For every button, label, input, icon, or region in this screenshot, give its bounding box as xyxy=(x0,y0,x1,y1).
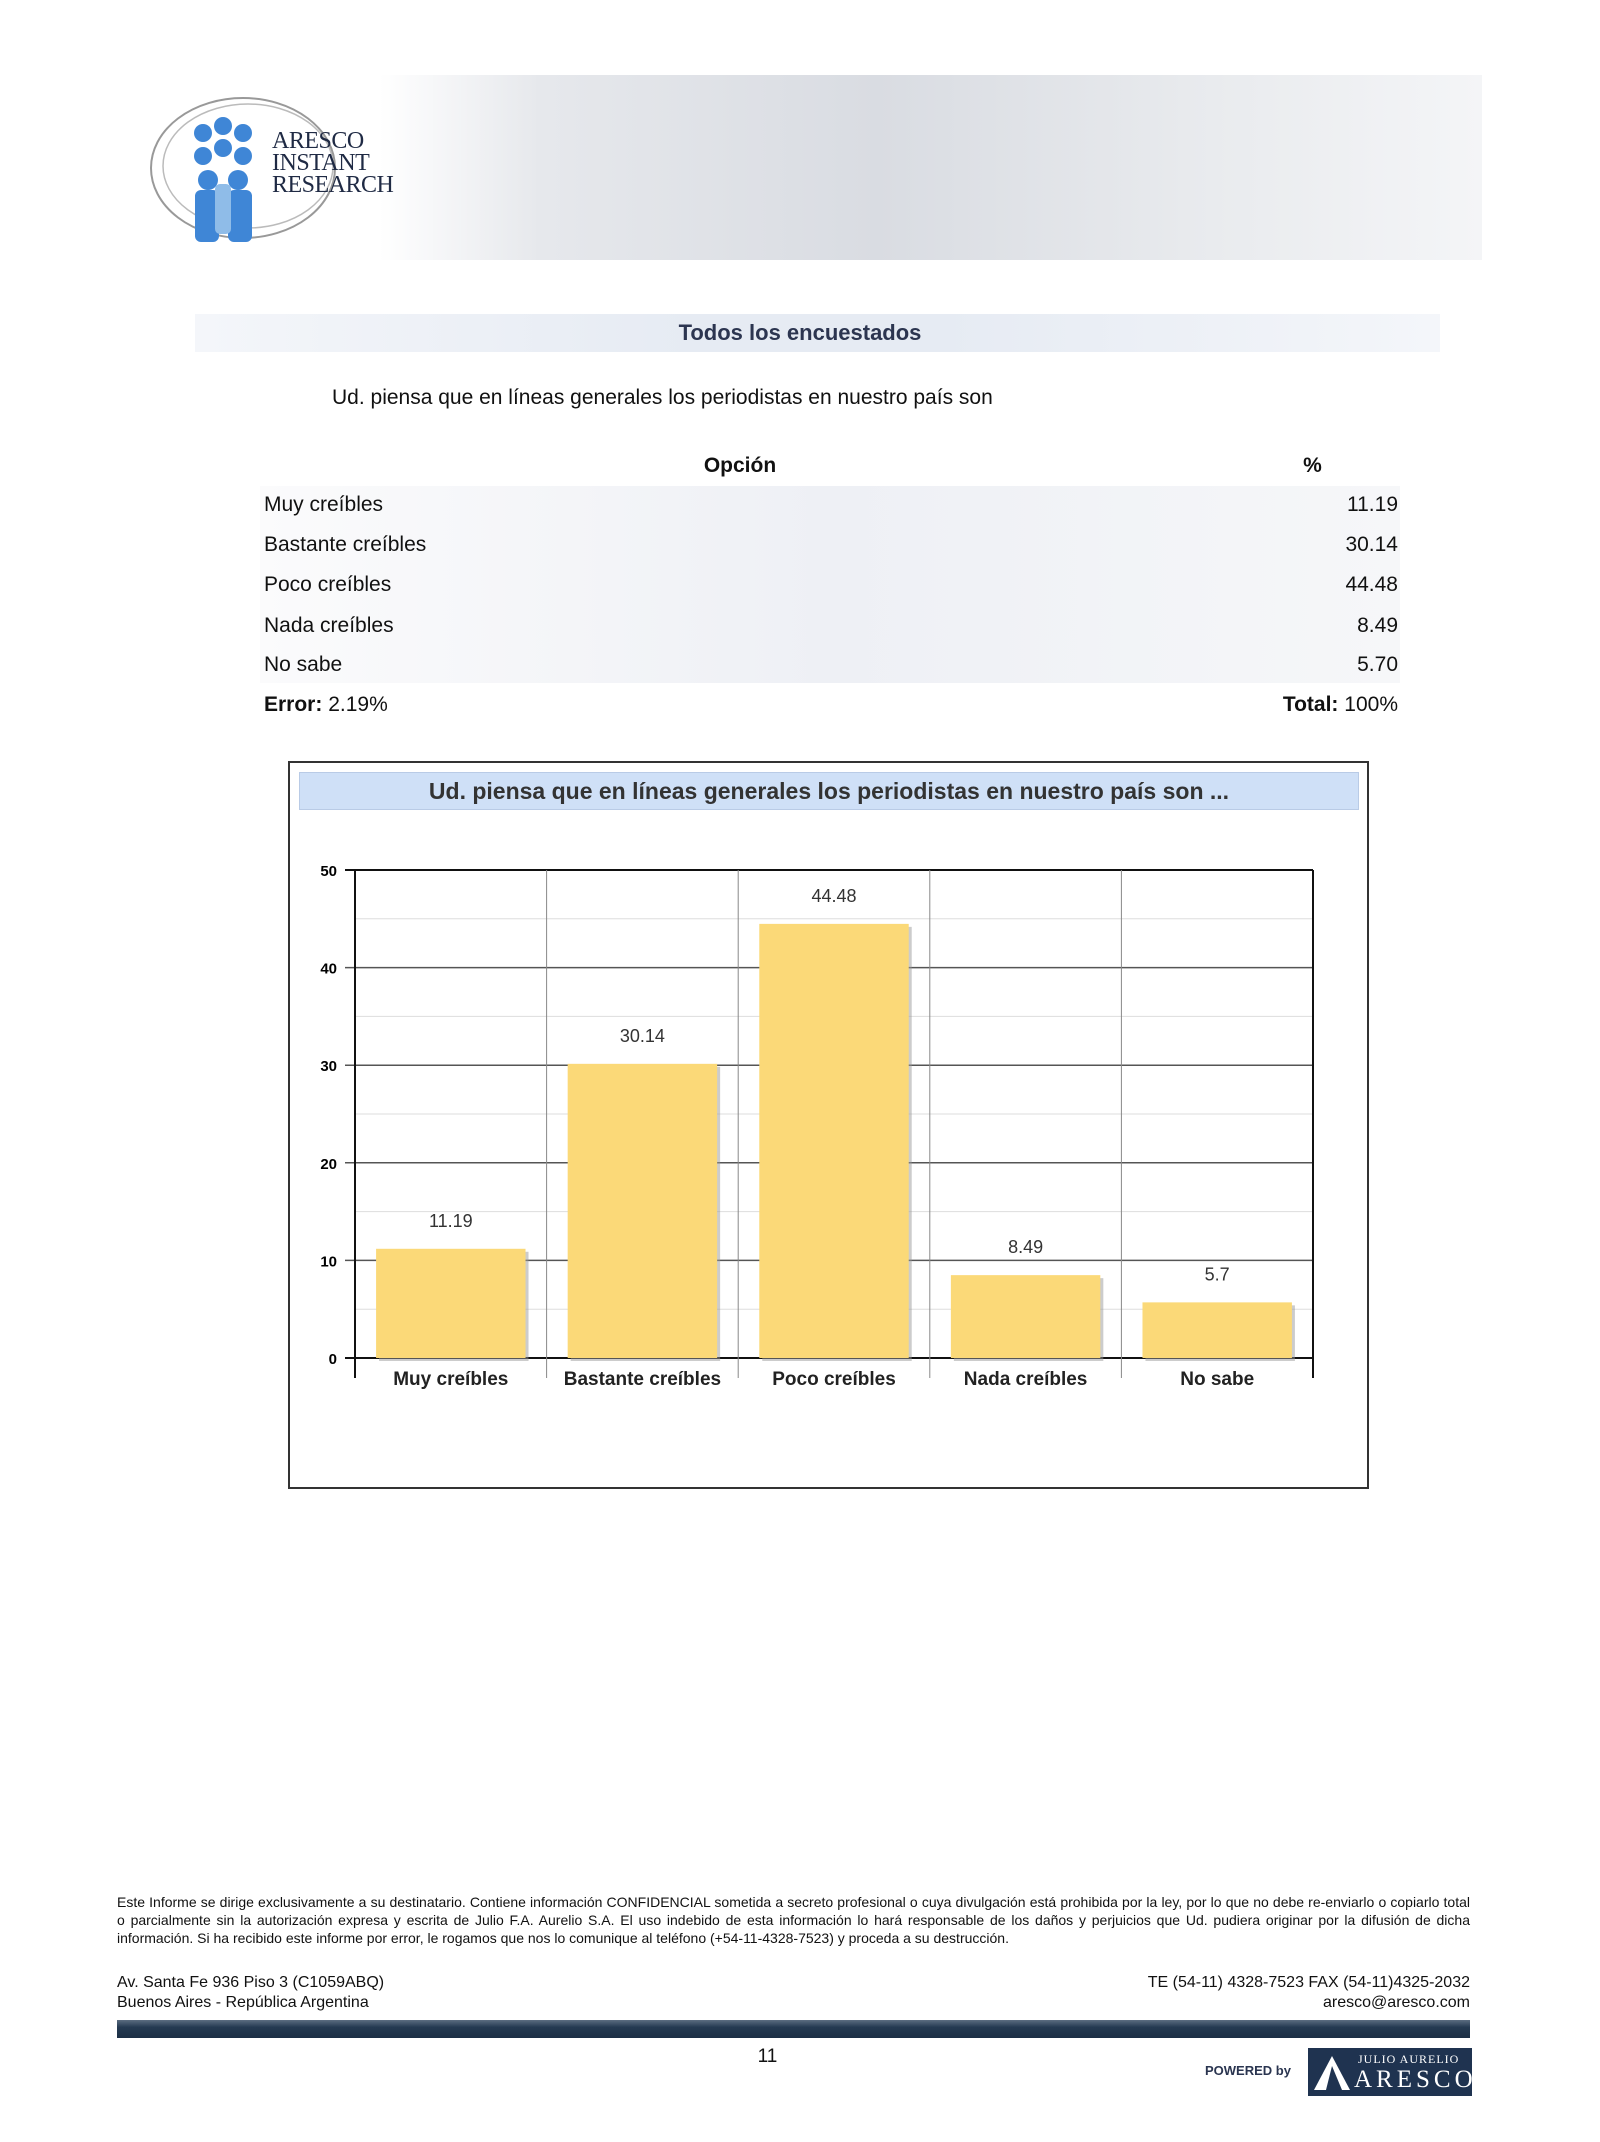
logo-line: RESEARCH xyxy=(272,172,394,198)
footer-rule xyxy=(117,2020,1470,2038)
brand-top: JULIO AURELIO xyxy=(1358,2052,1460,2066)
bar xyxy=(376,1248,526,1358)
data-label: 5.7 xyxy=(1205,1264,1230,1284)
header-option: Opción xyxy=(703,454,777,477)
page-number: 11 xyxy=(757,2046,778,2067)
row-label: No sabe xyxy=(264,653,343,676)
question-text: Ud. piensa que en líneas generales los p… xyxy=(332,386,993,409)
powered-by: POWERED by xyxy=(1205,2063,1291,2078)
address-line: Buenos Aires - República Argentina xyxy=(117,1994,369,2011)
row-label: Muy creíbles xyxy=(264,493,384,516)
total-label: Total: xyxy=(1282,693,1339,716)
bar xyxy=(567,1063,718,1358)
bar-chart: 0 10 20 30 40 50 11.19 Muy creíbles 30.14 Bastant… xyxy=(320,863,1314,1390)
y-tick-label: 0 xyxy=(329,1351,337,1368)
x-tick-label: Poco creíbles xyxy=(772,1369,896,1390)
email: aresco@aresco.com xyxy=(1323,1994,1470,2011)
phone-fax: TE (54-11) 4328-7523 FAX (54-11)4325-203… xyxy=(1147,1974,1470,1991)
y-tick-label: 30 xyxy=(320,1058,337,1075)
bar xyxy=(950,1275,1101,1358)
chart-title-band xyxy=(299,772,1359,810)
y-tick-label: 40 xyxy=(320,961,337,978)
y-tick-label: 20 xyxy=(320,1156,337,1173)
address: Av. Santa Fe 936 Piso 3 (C1059ABQ) Bueno… xyxy=(117,1973,384,2013)
row-value: 30.14 xyxy=(1345,533,1398,556)
total-value: 100% xyxy=(1344,693,1398,716)
x-tick-label: Muy creíbles xyxy=(393,1369,508,1390)
row-label: Nada creíbles xyxy=(264,614,394,637)
data-label: 8.49 xyxy=(1008,1237,1043,1257)
data-label: 11.19 xyxy=(429,1211,473,1231)
bar xyxy=(759,923,909,1358)
disclaimer: Este Informe se dirige exclusivamente a … xyxy=(117,1894,1470,1946)
error-label: Error: xyxy=(264,693,323,716)
y-tick-label: 10 xyxy=(320,1253,337,1270)
address-line: Av. Santa Fe 936 Piso 3 (C1059ABQ) xyxy=(117,1974,385,1991)
x-tick-label: Bastante creíbles xyxy=(564,1369,721,1390)
triangle-icon xyxy=(1314,2056,1350,2090)
logo-text: ARESCO INSTANT RESEARCH xyxy=(272,128,394,198)
data-label: 30.14 xyxy=(620,1026,665,1046)
row-value: 11.19 xyxy=(1347,493,1398,516)
bar xyxy=(1142,1302,1292,1358)
header-banner xyxy=(137,75,1482,260)
data-label: 44.48 xyxy=(811,886,856,906)
chart-title: Ud. piensa que en líneas generales los p… xyxy=(428,778,1230,804)
section-title: Todos los encuestados xyxy=(678,320,922,345)
logo-line: INSTANT xyxy=(272,150,370,176)
x-tick-label: Nada creíbles xyxy=(964,1369,1088,1390)
aresco-logo xyxy=(150,97,336,242)
y-tick-label: 50 xyxy=(320,863,337,880)
row-value: 5.70 xyxy=(1357,653,1398,676)
table-background xyxy=(260,486,1400,683)
section-band xyxy=(195,314,1440,352)
row-value: 44.48 xyxy=(1345,573,1398,596)
logo-line: ARESCO xyxy=(272,128,364,154)
row-value: 8.49 xyxy=(1357,614,1398,637)
header-percent: % xyxy=(1303,454,1322,477)
brand-name: ARESCO xyxy=(1354,2066,1477,2093)
chart-frame xyxy=(288,761,1369,1489)
contact: TE (54-11) 4328-7523 FAX (54-11)4325-203… xyxy=(1148,1973,1470,2013)
error-row: Error: 2.19% xyxy=(264,693,388,717)
error-value: 2.19% xyxy=(328,693,388,716)
aresco-brand-logo: JULIO AURELIO ARESCO xyxy=(1308,2048,1473,2096)
row-label: Poco creíbles xyxy=(264,573,392,596)
x-tick-label: No sabe xyxy=(1180,1369,1254,1390)
row-label: Bastante creíbles xyxy=(264,533,427,556)
total-row: Total: 100% xyxy=(1283,693,1398,717)
